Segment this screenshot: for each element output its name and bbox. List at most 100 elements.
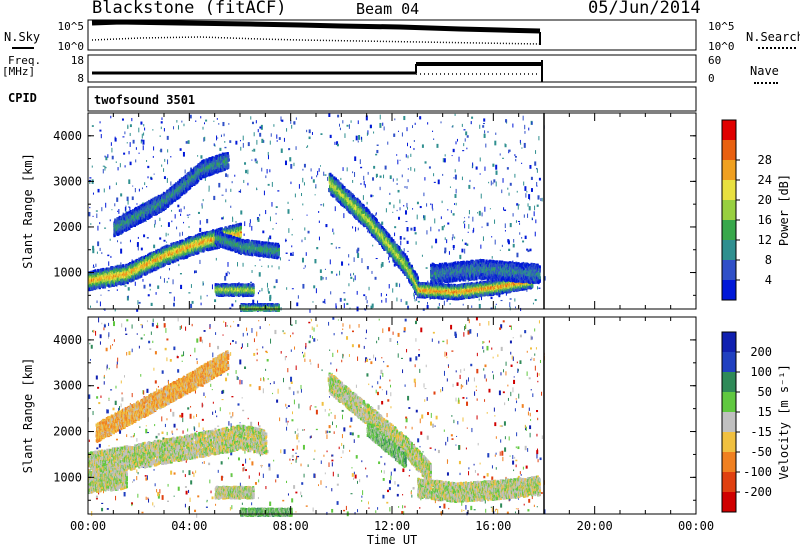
- chart-0-noise-cell: [359, 159, 361, 165]
- chart-0-noise-cell: [376, 149, 379, 154]
- chart-0-noise-cell: [124, 131, 126, 135]
- chart-0-noise-cell: [183, 221, 185, 224]
- chart-0-noise-cell: [154, 219, 156, 225]
- chart-0-noise-cell: [375, 173, 378, 178]
- chart-0-noise-cell: [269, 140, 271, 145]
- chart-0-band-0-cell: [190, 252, 193, 256]
- chart-0-noise-cell: [171, 220, 173, 223]
- chart-0-noise-cell: [463, 129, 466, 131]
- chart-0-noise-cell: [406, 127, 408, 132]
- chart-0-noise-cell: [283, 137, 285, 142]
- chart-0-noise-cell: [262, 230, 265, 234]
- nsky-panel-frame: [87, 19, 697, 51]
- chart-0-noise-cell: [116, 197, 119, 202]
- chart-0-noise-cell: [340, 177, 342, 181]
- chart-0-noise-cell: [259, 259, 261, 261]
- chart-0-noise-cell: [436, 143, 439, 148]
- chart-0-band-0-cell: [153, 255, 156, 259]
- chart-0-band-0-cell: [143, 256, 146, 260]
- chart-0-noise-cell: [88, 179, 91, 182]
- chart-0-noise-cell: [124, 165, 126, 168]
- chart-0-noise-cell: [348, 124, 350, 129]
- chart-0-band-0-cell: [110, 277, 113, 281]
- chart-0-noise-cell: [417, 300, 420, 303]
- chart-0-noise-cell: [357, 253, 360, 258]
- nave-tick-top: 60: [708, 54, 721, 67]
- chart-0-noise-cell: [490, 180, 492, 186]
- chart-0-noise-cell: [225, 199, 227, 203]
- chart-0-noise-cell: [341, 261, 344, 266]
- chart-0-noise-cell: [405, 220, 408, 223]
- chart-0-noise-cell: [495, 303, 497, 305]
- chart-0-noise-cell: [482, 122, 485, 125]
- chart-0-noise-cell: [188, 292, 191, 294]
- chart-0-noise-cell: [469, 179, 471, 182]
- chart-0-noise-cell: [143, 124, 145, 127]
- chart-0-band-0-cell: [187, 241, 190, 245]
- chart-0-noise-cell: [372, 177, 375, 181]
- chart-0-noise-cell: [157, 285, 160, 289]
- chart-0-noise-cell: [396, 178, 398, 181]
- chart-0-noise-cell: [99, 247, 101, 251]
- chart-0-noise-cell: [343, 213, 345, 219]
- chart-0-noise-cell: [513, 239, 515, 243]
- chart-0-noise-cell: [405, 154, 407, 158]
- chart-0-noise-cell: [463, 217, 465, 219]
- chart-0-noise-cell: [393, 204, 395, 209]
- chart-0-noise-cell: [353, 257, 355, 262]
- chart-0-noise-cell: [465, 242, 467, 245]
- chart-0-band-0-cell: [189, 253, 192, 257]
- chart-0-band-0-cell: [148, 268, 151, 272]
- chart-0-noise-cell: [231, 303, 234, 307]
- chart-0-noise-cell: [232, 216, 234, 220]
- chart-0-noise-cell: [357, 247, 360, 252]
- chart-0-noise-cell: [177, 204, 180, 208]
- freq-panel-frame: [87, 54, 697, 83]
- chart-0-noise-cell: [479, 124, 481, 129]
- chart-0-noise-cell: [403, 248, 405, 252]
- chart-0-noise-cell: [189, 213, 191, 216]
- chart-0-noise-cell: [367, 171, 369, 175]
- chart-0-noise-cell: [366, 201, 368, 205]
- chart-0-noise-cell: [527, 249, 530, 253]
- chart-0-noise-cell: [301, 239, 303, 243]
- chart-0-noise-cell: [343, 292, 346, 294]
- chart-0-band-0-cell: [168, 250, 171, 254]
- chart-0-noise-cell: [535, 167, 537, 170]
- chart-0-noise-cell: [375, 257, 378, 260]
- chart-0-band-0-cell: [185, 240, 188, 244]
- chart-0-noise-cell: [178, 263, 180, 267]
- chart-0-noise-cell: [269, 169, 271, 173]
- chart-0-noise-cell: [490, 296, 493, 300]
- chart-0-noise-cell: [95, 263, 97, 267]
- chart-0-noise-cell: [451, 155, 453, 157]
- chart-0-noise-cell: [147, 176, 149, 179]
- chart-0-noise-cell: [423, 215, 426, 221]
- chart-0-noise-cell: [244, 221, 246, 227]
- chart-0-noise-cell: [466, 135, 469, 138]
- chart-0-noise-cell: [96, 213, 98, 219]
- chart-0-noise-cell: [129, 161, 132, 166]
- chart-0-noise-cell: [367, 305, 369, 307]
- chart-0-noise-cell: [342, 167, 344, 171]
- chart-0-band-0-cell: [166, 258, 169, 262]
- chart-0-noise-cell: [475, 166, 478, 170]
- chart-0-noise-cell: [356, 290, 358, 295]
- chart-0-noise-cell: [170, 156, 172, 158]
- chart-0-noise-cell: [250, 116, 252, 120]
- chart-0-noise-cell: [166, 135, 169, 140]
- chart-0-noise-cell: [190, 284, 192, 288]
- chart-0-noise-cell: [484, 130, 486, 134]
- chart-0-band-1-cell: [114, 223, 117, 227]
- chart-0-noise-cell: [306, 214, 308, 216]
- chart-0-noise-cell: [355, 135, 358, 141]
- chart-0-noise-cell: [431, 245, 433, 249]
- chart-0-noise-cell: [235, 300, 237, 303]
- chart-0-noise-cell: [413, 294, 415, 300]
- chart-0-noise-cell: [328, 187, 330, 193]
- chart-0-noise-cell: [253, 132, 255, 137]
- chart-0-noise-cell: [426, 203, 428, 207]
- chart-0-noise-cell: [304, 237, 306, 241]
- chart-0-noise-cell: [395, 282, 398, 287]
- chart-0-noise-cell: [134, 281, 136, 286]
